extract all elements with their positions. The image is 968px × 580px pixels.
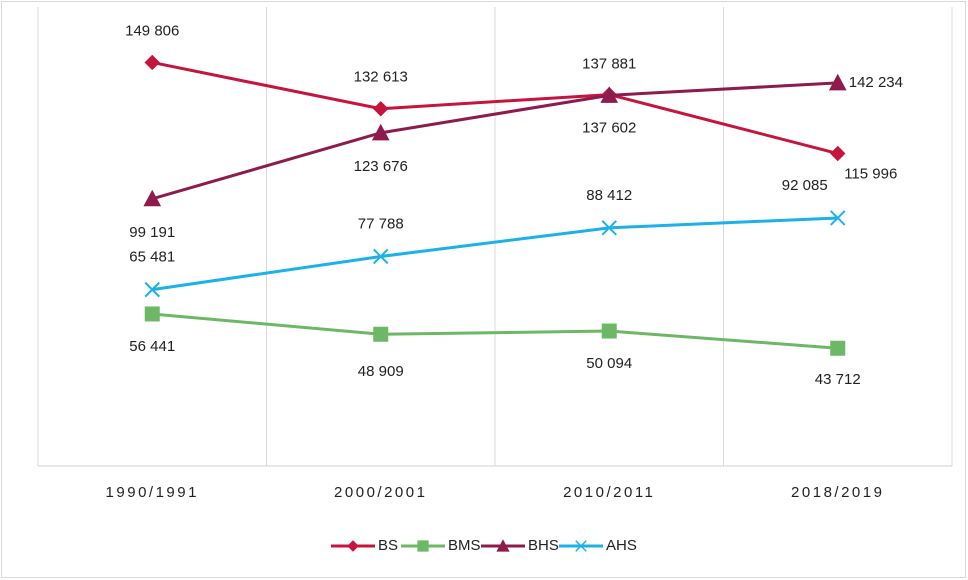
x-tick-label: 2010/2011 <box>563 484 655 501</box>
marker <box>601 220 617 236</box>
legend-item: BHS <box>481 537 559 554</box>
legend-label: AHS <box>606 537 637 554</box>
x-tick-label: 2000/2001 <box>334 484 427 501</box>
series: 149 806 132 613 137 881 115 996 <box>125 22 897 182</box>
data-label: 48 909 <box>358 363 404 380</box>
data-label: 88 412 <box>586 187 632 204</box>
data-label: 115 996 <box>844 166 897 183</box>
marker <box>371 123 390 141</box>
data-label: 65 481 <box>129 249 175 266</box>
marker <box>828 73 847 91</box>
data-label: 56 441 <box>129 338 175 355</box>
line <box>151 60 839 155</box>
legend-label: BMS <box>448 537 481 554</box>
legend-item: BS <box>331 537 398 554</box>
data-label: 43 712 <box>815 371 861 388</box>
line <box>152 312 838 350</box>
marker <box>830 210 846 226</box>
series: 99 191 123 676 137 602 142 234 <box>129 73 903 241</box>
data-label: 132 613 <box>354 69 408 86</box>
line <box>152 216 838 292</box>
marker <box>601 323 617 339</box>
legend-item: BMS <box>401 537 481 554</box>
marker <box>144 281 160 298</box>
x-tick-label: 1990/1991 <box>106 484 199 501</box>
marker <box>373 101 389 117</box>
line <box>151 81 838 201</box>
data-label: 137 881 <box>582 56 636 73</box>
marker <box>143 189 162 207</box>
legend-marker <box>347 540 359 552</box>
data-label: 137 602 <box>582 119 636 136</box>
data-label: 99 191 <box>129 224 175 241</box>
data-label: 92 085 <box>782 177 828 194</box>
data-label: 50 094 <box>586 355 632 372</box>
legend-label: BHS <box>528 537 559 554</box>
marker <box>144 306 160 322</box>
data-label: 123 676 <box>354 158 408 175</box>
data-label: 77 788 <box>358 215 404 232</box>
series: 56 441 48 909 50 094 43 712 <box>129 306 861 388</box>
marker <box>830 145 846 162</box>
legend-marker <box>417 540 429 552</box>
x-tick-label: 2018/2019 <box>791 484 884 501</box>
marker <box>144 54 160 71</box>
marker <box>830 340 846 356</box>
marker <box>600 86 619 103</box>
marker <box>373 326 389 342</box>
series: 65 481 77 788 88 412 92 085 <box>129 177 846 298</box>
legend-item: AHS <box>559 537 637 554</box>
legend-label: BS <box>378 537 398 554</box>
marker <box>373 248 389 265</box>
data-label: 142 234 <box>849 74 903 91</box>
data-label: 149 806 <box>125 22 179 39</box>
legend-marker <box>575 540 587 552</box>
legend-marker <box>496 539 510 552</box>
